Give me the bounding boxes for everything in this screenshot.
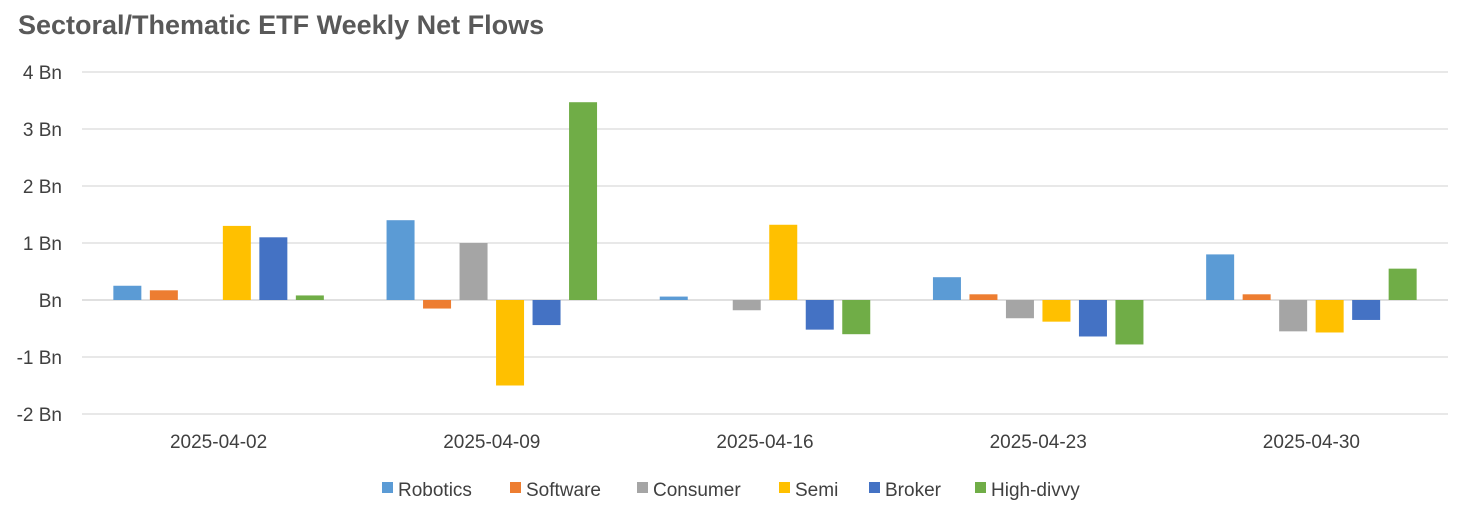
bar-high-divvy-2025-04-09 <box>569 102 598 301</box>
legend-swatch-high-divvy <box>975 482 986 493</box>
bar-robotics-2025-04-30 <box>1206 254 1235 300</box>
y-tick-label: -2 Bn <box>17 405 62 426</box>
bar-software-2025-04-09 <box>423 300 452 309</box>
x-tick-label: 2025-04-23 <box>990 432 1087 453</box>
chart-title: Sectoral/Thematic ETF Weekly Net Flows <box>18 10 544 40</box>
bar-consumer-2025-04-30 <box>1279 300 1308 332</box>
x-tick-label: 2025-04-09 <box>443 432 540 453</box>
bar-software-2025-04-23 <box>969 294 998 300</box>
bar-robotics-2025-04-16 <box>659 296 688 300</box>
bar-high-divvy-2025-04-16 <box>842 300 871 335</box>
legend-label-consumer: Consumer <box>653 480 741 501</box>
bar-consumer-2025-04-09 <box>459 243 488 300</box>
bar-consumer-2025-04-23 <box>1005 300 1034 319</box>
bar-semi-2025-04-30 <box>1315 300 1344 333</box>
x-tick-label: 2025-04-16 <box>716 432 813 453</box>
bar-robotics-2025-04-09 <box>386 220 415 300</box>
legend-label-high-divvy: High-divvy <box>991 480 1080 501</box>
y-tick-label: 3 Bn <box>23 120 62 141</box>
y-tick-label: -1 Bn <box>17 348 62 369</box>
legend-label-robotics: Robotics <box>398 480 472 501</box>
legend-swatch-robotics <box>382 482 393 493</box>
bar-semi-2025-04-09 <box>496 300 525 386</box>
bar-high-divvy-2025-04-02 <box>295 295 324 300</box>
x-tick-label: 2025-04-02 <box>170 432 267 453</box>
bars <box>113 102 1417 386</box>
bar-broker-2025-04-30 <box>1352 300 1381 320</box>
legend-swatch-software <box>510 482 521 493</box>
bar-software-2025-04-30 <box>1242 294 1271 300</box>
legend-label-software: Software <box>526 480 601 501</box>
bar-semi-2025-04-02 <box>222 225 251 300</box>
bar-high-divvy-2025-04-23 <box>1115 300 1144 345</box>
y-tick-label: 1 Bn <box>23 234 62 255</box>
legend-label-semi: Semi <box>795 480 838 501</box>
bar-robotics-2025-04-02 <box>113 285 142 300</box>
legend-swatch-consumer <box>637 482 648 493</box>
bar-software-2025-04-02 <box>149 290 178 300</box>
bar-broker-2025-04-02 <box>259 237 288 300</box>
y-tick-label: Bn <box>39 291 62 312</box>
x-tick-label: 2025-04-30 <box>1263 432 1360 453</box>
legend: Robotics Software Consumer Semi Broker High-d… <box>382 480 1080 501</box>
bar-broker-2025-04-09 <box>532 300 561 326</box>
bar-robotics-2025-04-23 <box>932 277 961 300</box>
bar-semi-2025-04-16 <box>769 224 798 300</box>
legend-swatch-broker <box>869 482 880 493</box>
bar-semi-2025-04-23 <box>1042 300 1071 322</box>
y-tick-label: 4 Bn <box>23 63 62 84</box>
y-tick-label: 2 Bn <box>23 177 62 198</box>
legend-label-broker: Broker <box>885 480 942 501</box>
bar-broker-2025-04-16 <box>805 300 834 330</box>
bar-high-divvy-2025-04-30 <box>1388 268 1417 300</box>
bar-consumer-2025-04-16 <box>732 300 761 311</box>
y-axis-ticks: 4 Bn 3 Bn 2 Bn 1 Bn Bn -1 Bn -2 Bn <box>17 63 62 426</box>
x-axis-ticks: 2025-04-02 2025-04-09 2025-04-16 2025-04-23… <box>170 432 1360 453</box>
bar-broker-2025-04-23 <box>1078 300 1107 337</box>
legend-swatch-semi <box>779 482 790 493</box>
